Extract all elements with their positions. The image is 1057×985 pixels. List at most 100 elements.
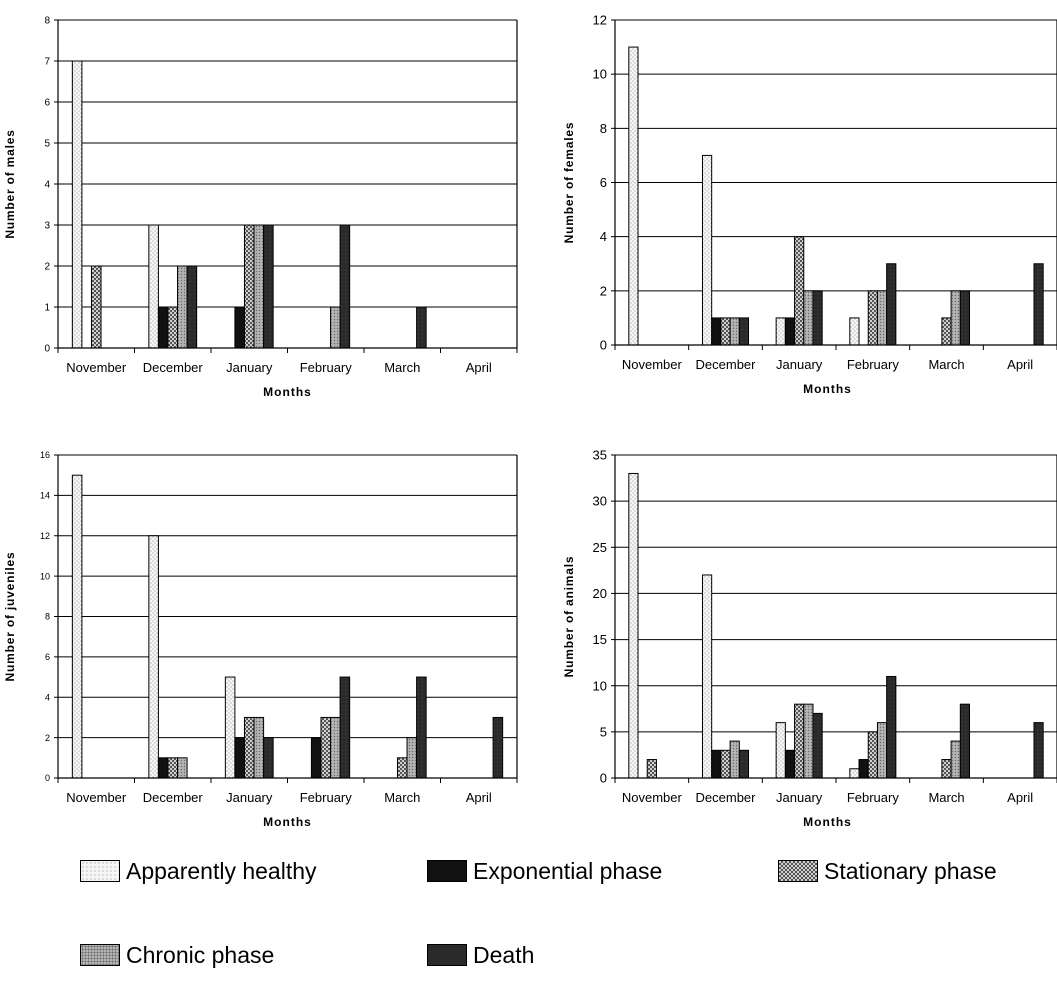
y-tick-label: 20 (593, 586, 607, 601)
y-tick-label: 10 (593, 678, 607, 693)
bar-stationary-january (243, 716, 255, 779)
y-tick-label: 6 (45, 652, 50, 662)
y-tick-label: 7 (44, 57, 50, 68)
legend-label: Apparently healthy (126, 857, 317, 884)
bar-chronic-december (729, 317, 740, 346)
y-tick-label: 10 (40, 571, 50, 581)
bar-exponential-january (784, 317, 796, 346)
bar-stationary-december (167, 757, 179, 779)
chart-panel-2: 0 2 4 6 8 10 12 November December January February… (562, 13, 1057, 396)
x-tick-label: November (66, 360, 127, 375)
legend-swatch-death (427, 944, 467, 966)
bar-stationary-december (720, 317, 731, 346)
y-tick-label: 6 (44, 98, 50, 109)
bar-stationary-january (243, 224, 255, 349)
bar-stationary-november (90, 265, 102, 349)
legend-label: Chronic phase (126, 941, 275, 968)
y-tick-label: 0 (600, 771, 607, 786)
bar-stationary-march (941, 759, 952, 779)
x-tick-label: January (226, 360, 273, 375)
x-tick-label: March (928, 790, 964, 805)
legend-item: Death (427, 940, 534, 970)
bar-death-march (416, 676, 427, 779)
bar-chronic-january (803, 290, 814, 346)
chart-panel-4: 0 5 10 15 20 25 30 35 November December January Feb… (562, 448, 1057, 829)
bar-death-december (738, 317, 750, 346)
y-tick-label: 5 (44, 139, 50, 150)
y-tick-label: 16 (40, 450, 50, 460)
x-tick-label: February (300, 360, 353, 375)
y-tick-label: 8 (44, 16, 50, 27)
x-tick-label: January (776, 357, 823, 372)
bar-healthy-november (71, 60, 83, 349)
bar-stationary-march (941, 317, 952, 346)
y-tick-label: 4 (45, 692, 50, 702)
bar-death-april (492, 716, 504, 779)
bar-chronic-march (406, 737, 418, 779)
x-axis-title: Months (803, 382, 852, 396)
bar-death-january (812, 290, 823, 346)
y-tick-label: 0 (45, 773, 50, 783)
bar-healthy-january (224, 676, 236, 779)
y-tick-label: 12 (40, 531, 50, 541)
bar-death-february (339, 224, 351, 349)
y-tick-label: 4 (600, 229, 607, 244)
bar-healthy-february (849, 768, 860, 779)
x-tick-label: November (66, 790, 127, 805)
bar-healthy-november (628, 472, 639, 779)
y-tick-label: 0 (44, 344, 50, 355)
bar-chronic-march (950, 290, 961, 346)
y-tick-label: 30 (593, 494, 607, 509)
x-tick-label: December (696, 790, 757, 805)
x-tick-label: December (696, 357, 757, 372)
y-tick-label: 2 (44, 262, 50, 273)
bar-exponential-february (310, 737, 322, 779)
bar-exponential-december (711, 749, 722, 779)
bar-exponential-december (157, 306, 169, 349)
legend-item: Exponential phase (427, 856, 662, 886)
bar-exponential-january (234, 737, 245, 779)
legend-label: Exponential phase (473, 857, 663, 884)
bar-stationary-february (867, 290, 878, 346)
x-axis-title: Months (263, 815, 312, 829)
bar-death-april (1033, 263, 1044, 346)
y-axis-title: Number of animals (562, 556, 576, 678)
bar-exponential-december (157, 757, 169, 779)
y-tick-label: 2 (45, 733, 50, 743)
bar-healthy-february (849, 317, 860, 346)
y-tick-label: 8 (600, 121, 607, 136)
legend-item: Apparently healthy (80, 856, 317, 886)
legend-swatch-stationary (778, 860, 818, 882)
legend-label: Death (473, 941, 535, 968)
y-tick-label: 8 (45, 612, 50, 622)
y-tick-label: 25 (593, 540, 607, 555)
y-tick-label: 2 (600, 283, 607, 298)
bar-healthy-december (148, 535, 159, 779)
x-tick-label: February (847, 357, 900, 372)
bar-death-march (959, 290, 971, 346)
chart-panel-1: 0 1 2 3 4 5 6 7 8 November December January February… (3, 16, 518, 399)
bar-chronic-february (876, 722, 888, 779)
bar-death-february (339, 676, 351, 779)
x-tick-label: April (466, 360, 492, 375)
y-axis-title: Number of females (562, 122, 576, 244)
bar-exponential-february (858, 759, 869, 779)
bar-healthy-january (775, 317, 786, 346)
bar-chronic-february (330, 716, 341, 779)
bar-chronic-february (330, 306, 341, 349)
bar-chronic-january (803, 703, 814, 779)
bar-healthy-january (775, 722, 786, 779)
y-axis-title: Number of juveniles (3, 552, 17, 682)
bar-chronic-january (253, 224, 265, 349)
y-tick-label: 15 (593, 632, 607, 647)
y-tick-label: 4 (44, 180, 50, 191)
x-tick-label: April (1007, 790, 1033, 805)
legend-swatch-healthy (80, 860, 120, 882)
bar-death-december (186, 265, 198, 349)
bar-exponential-january (234, 306, 245, 349)
bar-death-december (738, 749, 750, 779)
x-tick-label: January (226, 790, 273, 805)
x-tick-label: December (143, 360, 204, 375)
legend-item: Chronic phase (80, 940, 274, 970)
